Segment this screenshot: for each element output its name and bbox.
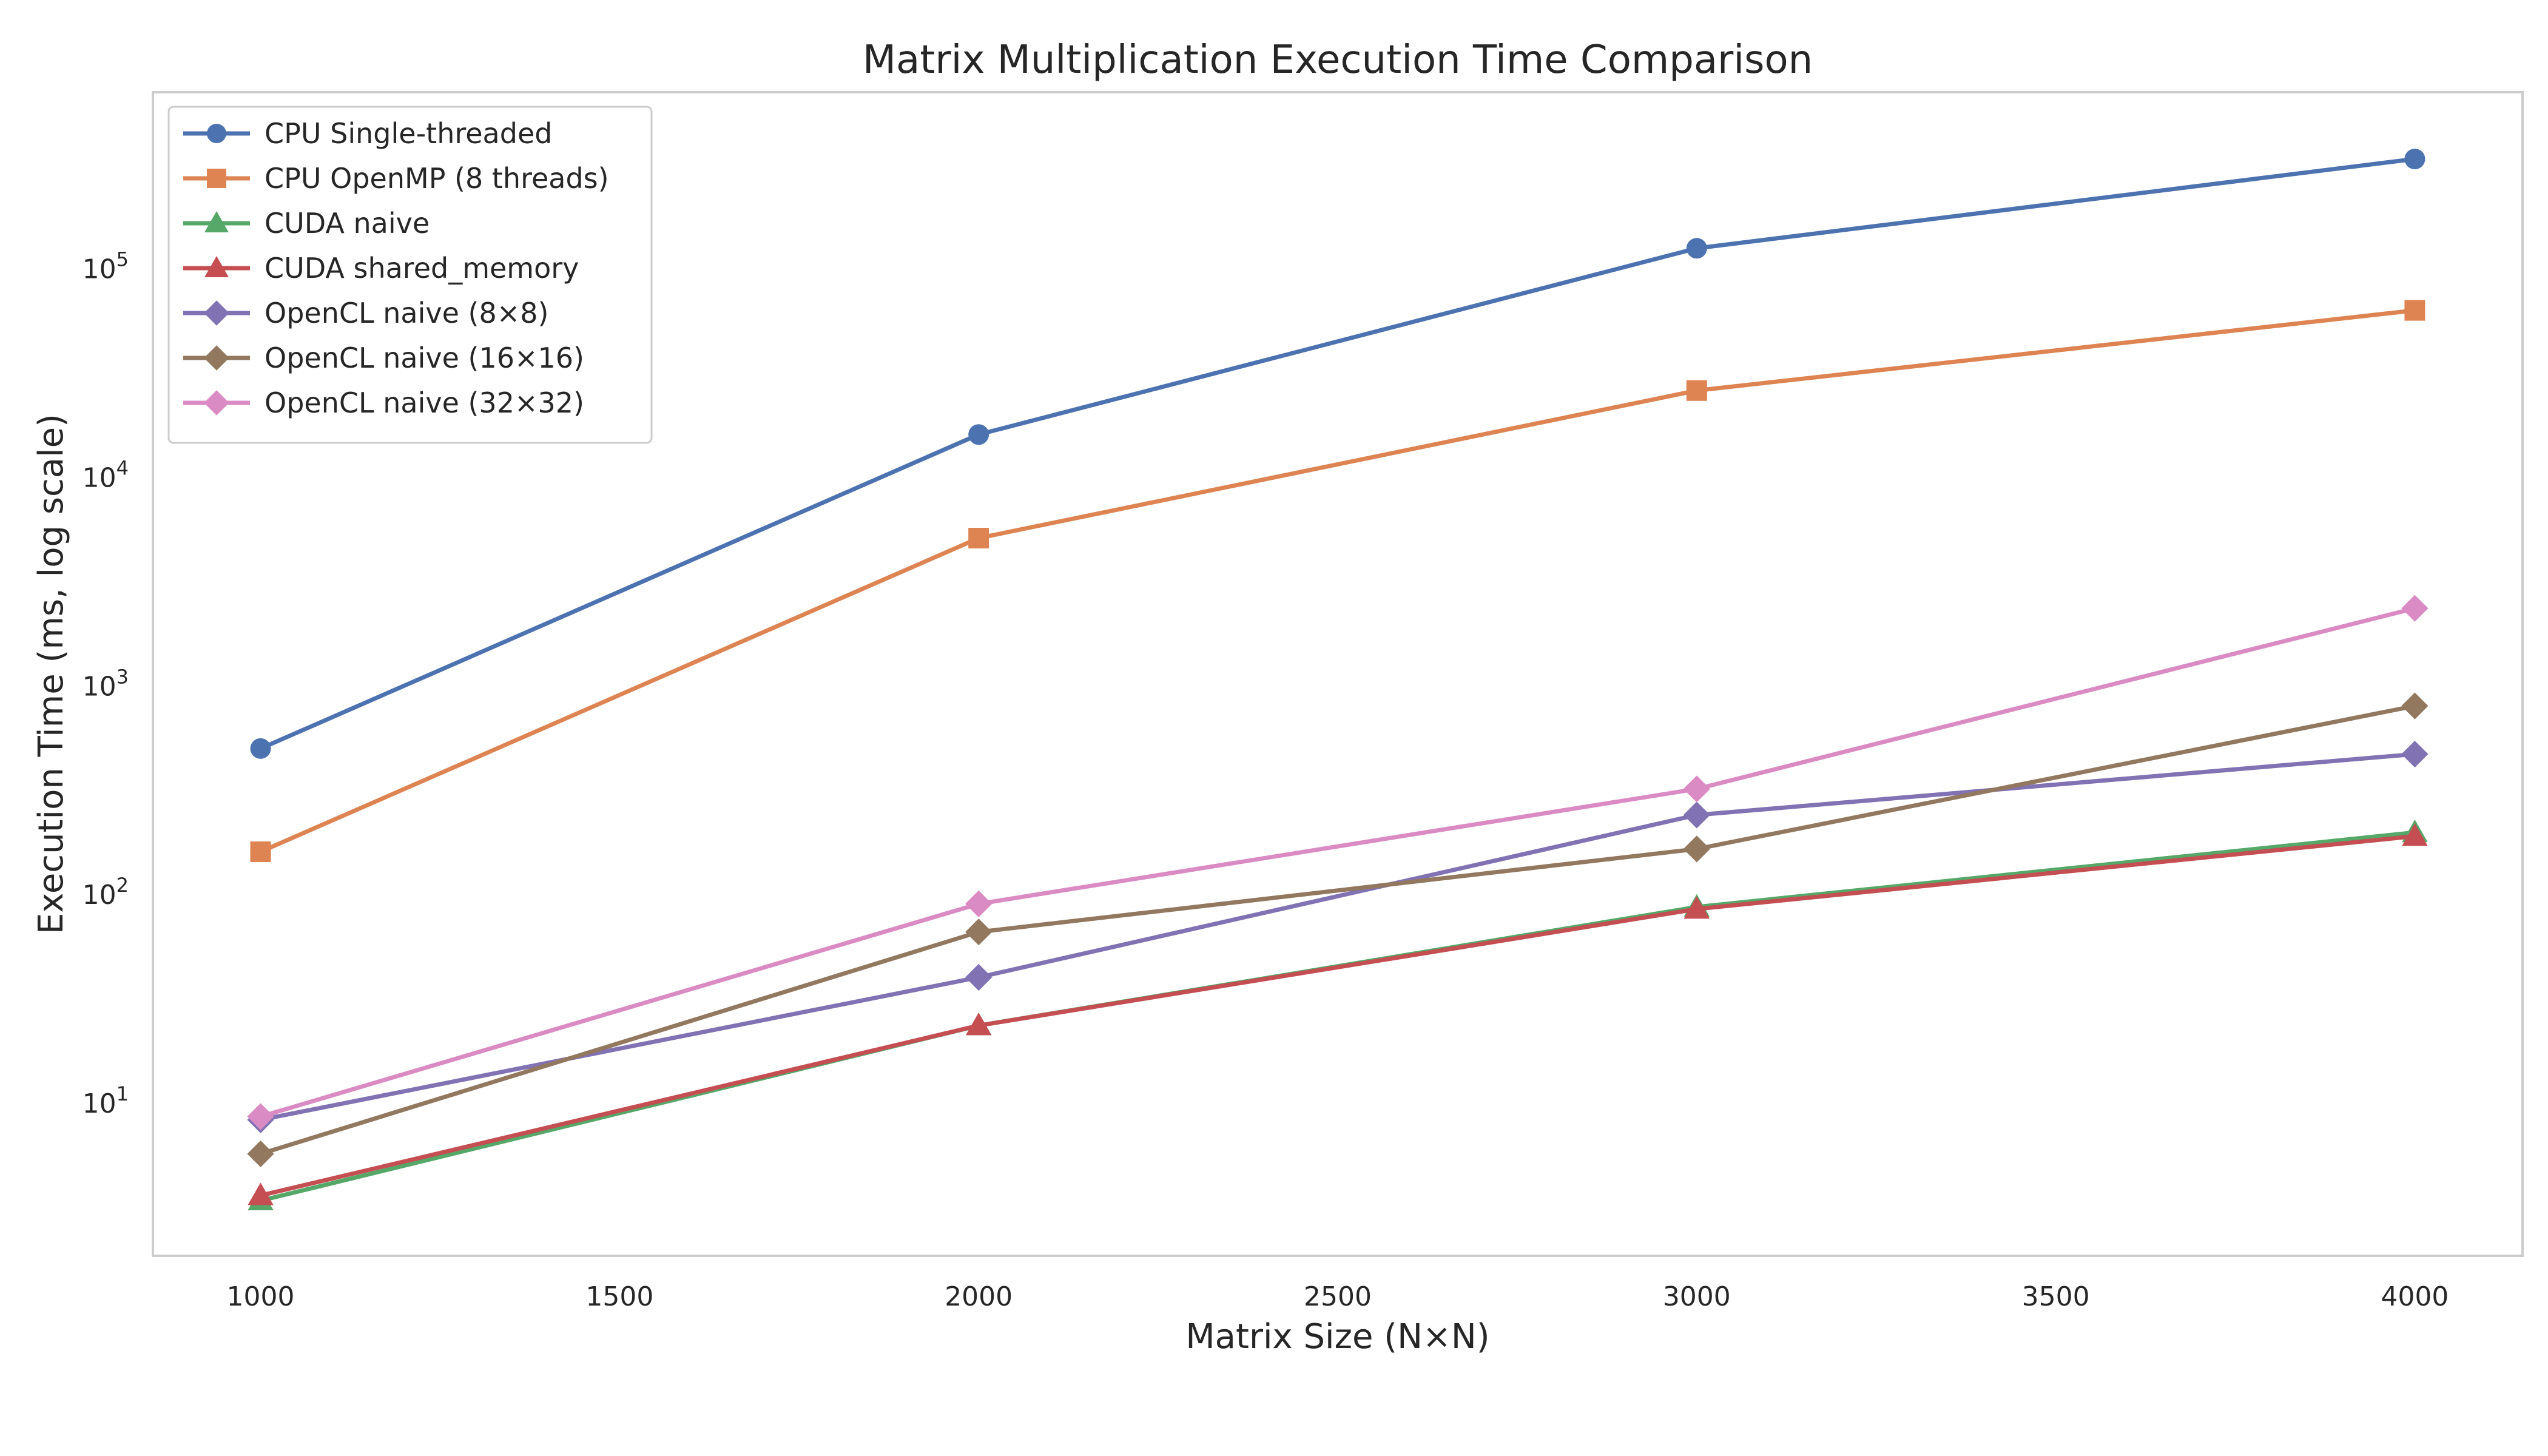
x-tick-label: 2500 (1304, 1281, 1372, 1312)
legend-marker (207, 169, 226, 188)
chart-title: Matrix Multiplication Execution Time Com… (863, 38, 1813, 83)
legend-label: CUDA shared_memory (265, 252, 579, 285)
data-point (965, 918, 993, 946)
legend-marker (204, 256, 229, 277)
legend-item: OpenCL naive (32×32) (183, 386, 584, 419)
legend-marker (204, 211, 229, 232)
data-point (2401, 692, 2428, 720)
y-tick-label: 105 (83, 248, 129, 285)
data-point (968, 528, 989, 549)
series-line (260, 704, 2416, 1156)
legend: CPU Single-threaded CPU OpenMP (8 threads… (167, 106, 653, 444)
series-layer (247, 149, 2428, 1211)
data-point (247, 1103, 274, 1130)
series-2 (250, 300, 2425, 862)
legend-item: CUDA shared_memory (183, 252, 579, 285)
series-line (260, 157, 2415, 751)
data-point (965, 890, 993, 917)
series-line (260, 752, 2415, 1122)
series-line (260, 308, 2415, 854)
legend-marker (204, 345, 229, 371)
x-tick-label: 1000 (227, 1281, 295, 1312)
x-tick-label: 3500 (2022, 1281, 2090, 1312)
legend-marker (207, 124, 226, 143)
series-line (260, 834, 2415, 1198)
data-point (1683, 801, 1710, 829)
data-point (1686, 238, 1707, 259)
legend-marker (204, 300, 229, 326)
legend-item: CUDA naive (183, 207, 430, 240)
data-point (247, 1140, 274, 1168)
y-tick-label: 102 (83, 874, 129, 911)
legend-item: OpenCL naive (16×16) (183, 342, 584, 374)
legend-label: CUDA naive (265, 207, 430, 240)
x-tick-label: 1500 (585, 1281, 653, 1312)
data-point (1684, 896, 1710, 919)
data-point (965, 963, 993, 991)
x-tick-label: 4000 (2381, 1281, 2449, 1312)
data-point (965, 1013, 992, 1036)
y-axis-ticks: 101 102 103 104 105 (83, 248, 129, 1119)
data-point (2404, 149, 2425, 170)
data-point (248, 1182, 274, 1205)
series-4 (248, 823, 2428, 1205)
legend-label: CPU OpenMP (8 threads) (265, 162, 609, 195)
data-point (2404, 300, 2425, 321)
data-point (1686, 380, 1707, 401)
x-axis-label: Matrix Size (N×N) (1185, 1317, 1489, 1357)
x-axis-ticks: 1000 1500 2000 2500 3000 3500 4000 (227, 1281, 2449, 1312)
legend-label: OpenCL naive (8×8) (265, 297, 548, 329)
legend-label: OpenCL naive (32×32) (265, 386, 584, 419)
data-point (2402, 823, 2428, 846)
y-tick-label: 101 (83, 1082, 129, 1119)
series-1 (250, 149, 2425, 759)
data-point (2401, 595, 2428, 622)
data-point (250, 841, 271, 862)
legend-label: OpenCL naive (16×16) (265, 342, 584, 374)
y-tick-label: 104 (83, 456, 129, 493)
legend-box (167, 106, 653, 444)
legend-item: CPU OpenMP (8 threads) (183, 162, 609, 195)
x-tick-label: 3000 (1663, 1281, 1731, 1312)
data-point (1683, 775, 1710, 803)
series-line (260, 606, 2416, 1119)
series-7 (247, 595, 2428, 1130)
legend-item: OpenCL naive (8×8) (183, 297, 548, 329)
y-tick-label: 103 (83, 665, 129, 702)
data-point (968, 424, 989, 445)
legend-item: CPU Single-threaded (183, 117, 552, 150)
data-point (250, 738, 271, 759)
x-tick-label: 2000 (945, 1281, 1013, 1312)
data-point (1683, 835, 1710, 863)
legend-marker (204, 390, 229, 416)
legend-label: CPU Single-threaded (265, 117, 552, 150)
series-6 (247, 692, 2428, 1168)
data-point (2401, 740, 2428, 768)
y-axis-label: Execution Time (ms, log scale) (32, 414, 71, 934)
